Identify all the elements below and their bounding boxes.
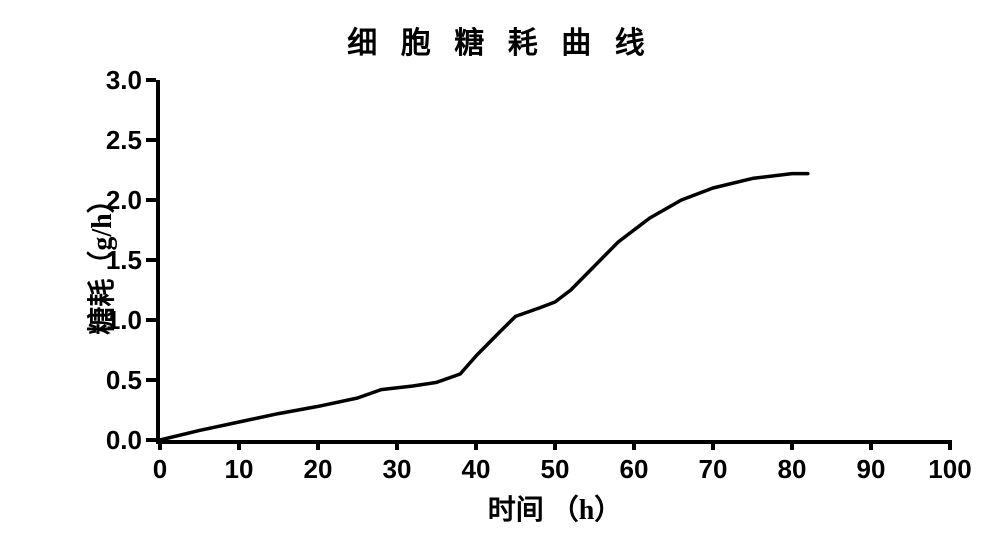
x-tick <box>553 440 557 450</box>
y-tick <box>146 378 156 382</box>
y-tick-label: 2.0 <box>106 185 142 216</box>
y-tick-label: 3.0 <box>106 65 142 96</box>
x-tick <box>632 440 636 450</box>
x-tick-label: 60 <box>609 454 659 485</box>
y-tick <box>146 438 156 442</box>
x-tick <box>237 440 241 450</box>
x-axis-label: 时间 （h） <box>160 488 950 528</box>
y-tick <box>146 258 156 262</box>
series-line <box>160 174 808 440</box>
x-tick <box>474 440 478 450</box>
x-tick-label: 10 <box>214 454 264 485</box>
x-tick <box>948 440 952 450</box>
x-tick <box>158 440 162 450</box>
y-tick <box>146 198 156 202</box>
x-tick <box>869 440 873 450</box>
y-tick-label: 0.5 <box>106 365 142 396</box>
x-tick <box>790 440 794 450</box>
x-tick-label: 0 <box>135 454 185 485</box>
y-tick-label: 1.5 <box>106 245 142 276</box>
y-tick <box>146 138 156 142</box>
x-tick <box>395 440 399 450</box>
x-tick-label: 70 <box>688 454 738 485</box>
x-tick-label: 40 <box>451 454 501 485</box>
x-tick <box>711 440 715 450</box>
x-tick-label: 50 <box>530 454 580 485</box>
y-tick-label: 1.0 <box>106 305 142 336</box>
x-tick-label: 30 <box>372 454 422 485</box>
chart-container: 细 胞 糖 耗 曲 线 时间 （h） 糖耗（g/h） 0102030405060… <box>0 0 1000 551</box>
x-tick <box>316 440 320 450</box>
x-tick-label: 20 <box>293 454 343 485</box>
y-tick <box>146 318 156 322</box>
x-tick-label: 90 <box>846 454 896 485</box>
y-tick-label: 2.5 <box>106 125 142 156</box>
x-tick-label: 80 <box>767 454 817 485</box>
x-tick-label: 100 <box>925 454 975 485</box>
y-axis <box>156 80 160 444</box>
y-tick-label: 0.0 <box>106 425 142 456</box>
y-tick <box>146 78 156 82</box>
